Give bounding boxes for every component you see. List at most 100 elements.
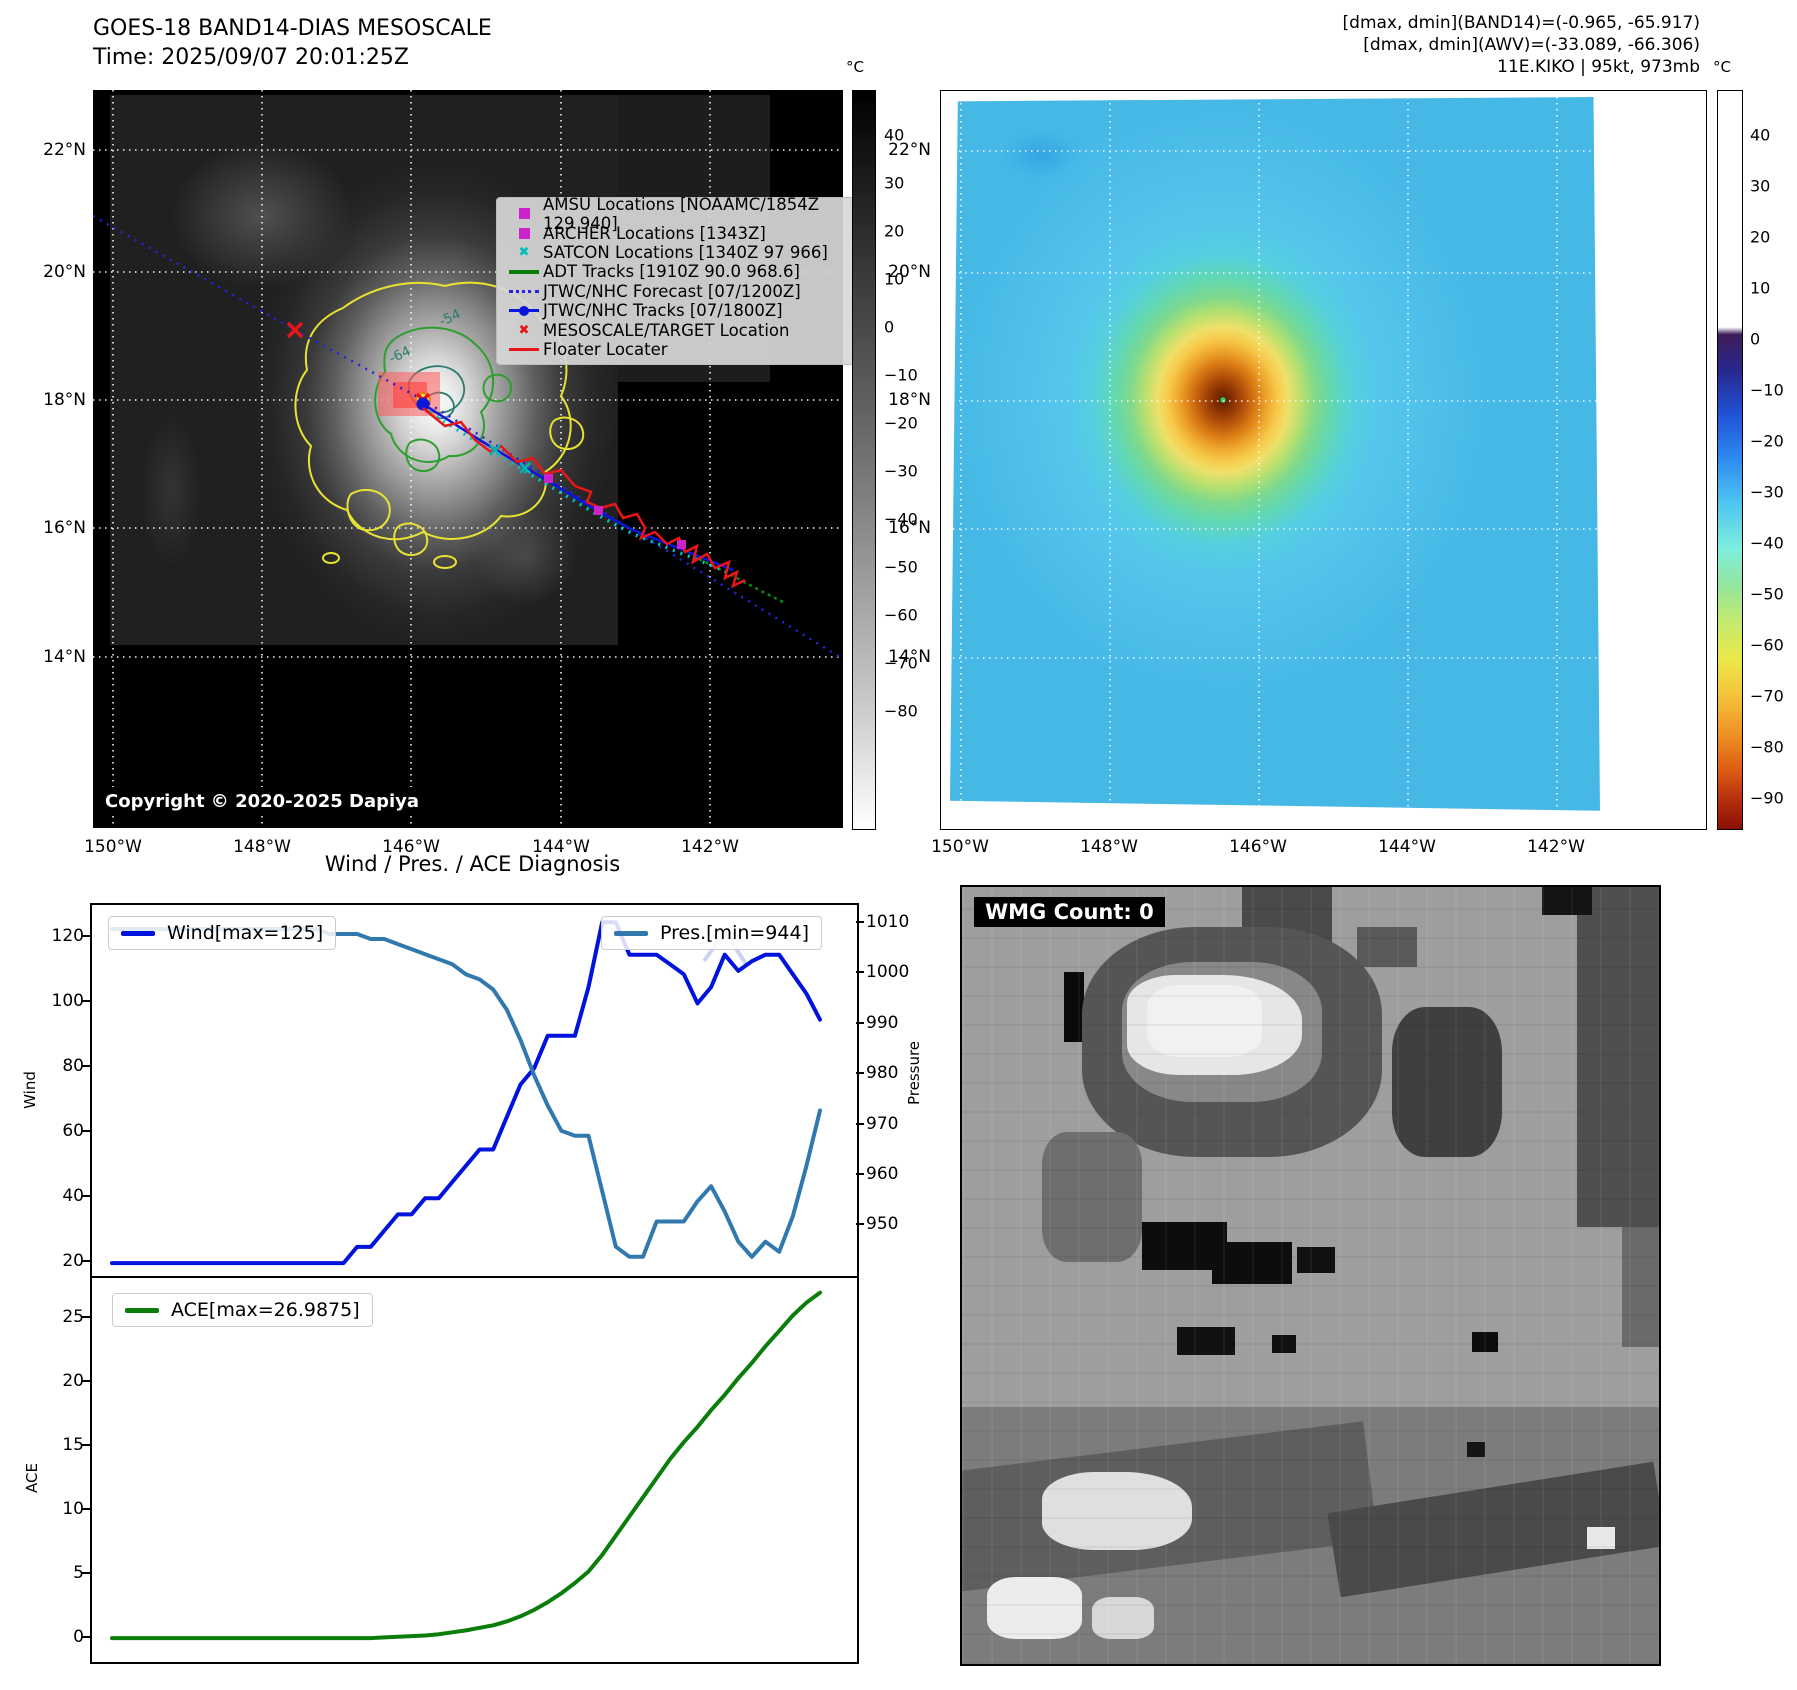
wmg-blob [1082,927,1382,1157]
wmg-blob [1177,1327,1235,1355]
timestamp: Time: 2025/09/07 20:01:25Z [93,45,409,70]
band14-satellite-map: -54 -64 AMSU Locations [NOAAMC/1854Z 129… [93,90,858,828]
tick-label: 148°W [233,837,291,857]
awv-color-satellite-map [940,90,1707,830]
ace-swatch [125,1307,159,1313]
wmg-blob [962,1421,1378,1593]
wmg-blob [1392,1007,1502,1157]
color-ir-swath [950,97,1600,811]
map1-title-block: GOES-18 BAND14-DIAS MESOSCALE Time: 2025… [93,14,492,72]
wind-pressure-plot-area [110,920,822,1266]
tick-label: 146°W [1229,837,1287,857]
legend-item: AMSU Locations [NOAAMC/1854Z 129 940] [505,195,849,233]
tick-mark [82,1508,90,1510]
legend-label: MESOSCALE/TARGET Location [543,320,790,340]
ace-legend: ACE[max=26.9875] [112,1293,373,1327]
adt-track [692,554,784,604]
wmg-blob [1272,1335,1296,1353]
wmg-blob [1147,985,1262,1057]
tick-label: −90 [1750,788,1784,808]
floater-track [422,407,746,589]
satcon-track [422,406,734,576]
tick-label: 950 [866,1214,899,1234]
tick-mark [856,1173,864,1175]
wmg-blob [1297,1247,1335,1273]
tick-label: −50 [884,557,918,577]
tick-label: 144°W [1378,837,1436,857]
tick-label: 80 [62,1056,84,1076]
wind-axis-label: Wind [21,1071,39,1109]
tick-label: 970 [866,1114,899,1134]
tick-label: 1010 [866,912,910,932]
line-marker-icon [505,270,543,274]
tick-label: 30 [1750,176,1771,196]
legend-marker [509,289,539,293]
wmg-blob [1212,1242,1292,1284]
tick-label: 148°W [1080,837,1138,857]
tick-label: 20°N [43,262,86,282]
wmg-blob [962,1407,1659,1664]
tick-mark [82,1444,90,1446]
tick-label: 20°N [888,262,931,282]
tick-label: 20 [1750,227,1771,247]
tick-label: 144°W [532,837,590,857]
tick-label: 10 [1750,278,1771,298]
wind-pressure-chart [90,903,859,1282]
wmg-blob [1042,1132,1142,1262]
x-marker-icon: ✖ [505,324,543,337]
tick-label: 10 [884,269,905,289]
tick-label: 146°W [382,837,440,857]
tick-label: 100 [51,991,84,1011]
tick-label: 16°N [43,518,86,538]
wmg-blob [1064,972,1084,1042]
tick-mark [82,1572,90,1574]
tick-label: 0 [1750,329,1761,349]
legend-label: SATCON Locations [1340Z 97 966] [543,242,828,262]
pressure-swatch [614,930,648,936]
tick-label: 980 [866,1063,899,1083]
line-dot-marker-icon [505,305,543,316]
tick-label: −20 [1750,431,1784,451]
legend-item: Floater Locater [505,340,849,359]
colorbar1-unit: °C [846,58,864,76]
legend-item: ADT Tracks [1910Z 90.0 968.6] [505,262,849,281]
legend-item: ✖ MESOSCALE/TARGET Location [505,320,849,340]
legend-label: AMSU Locations [NOAAMC/1854Z 129 940] [543,194,820,233]
tick-label: 60 [62,1121,84,1141]
ir-enhancement-colorbar [1717,90,1743,830]
wmg-blob [1092,1597,1154,1639]
tick-label: 14°N [43,647,86,667]
ace-legend-label: ACE[max=26.9875] [171,1299,360,1321]
tick-label: 0 [73,1627,84,1647]
tick-label: 10 [62,1499,84,1519]
tick-mark [82,1195,90,1197]
tick-label: 150°W [84,837,142,857]
tick-label: 960 [866,1164,899,1184]
tick-label: −40 [884,509,918,529]
legend-item: ✖ SATCON Locations [1340Z 97 966] [505,243,849,262]
tick-mark [82,1316,90,1318]
tick-mark [82,1130,90,1132]
tick-label: 40 [1750,125,1771,145]
tick-label: 142°W [1527,837,1585,857]
legend-marker [518,227,530,239]
wind-swatch [121,930,155,936]
page-title: GOES-18 BAND14-DIAS MESOSCALE [93,16,492,41]
wind-legend: Wind[max=125] [108,916,337,950]
tick-label: −20 [884,413,918,433]
tick-label: −60 [1750,635,1784,655]
tick-label: −10 [1750,380,1784,400]
legend-item: ARCHER Locations [1343Z] [505,223,849,243]
ace-axis-label: ACE [23,1463,41,1493]
wmg-blob [1467,1442,1485,1457]
series-line [110,920,822,1266]
pressure-axis-label: Pressure [905,1040,923,1106]
wmg-blob [1472,1332,1498,1352]
legend-marker [518,208,530,220]
legend-marker [509,270,539,274]
tick-label: 0 [884,317,895,337]
tick-mark [82,1260,90,1262]
tick-label: 18°N [888,390,931,410]
legend-marker: ✖ [518,244,530,260]
